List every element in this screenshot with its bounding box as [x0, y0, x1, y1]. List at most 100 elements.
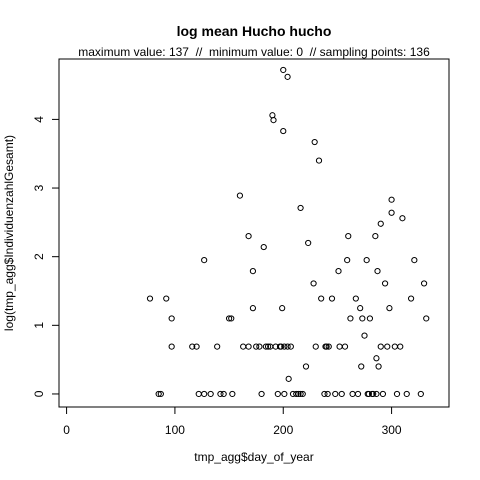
data-point	[388, 209, 395, 216]
x-tick-label: 0	[63, 423, 70, 437]
data-point	[195, 390, 202, 398]
x-axis: 0 100 200 300	[63, 406, 402, 437]
y-tick-label: 2	[32, 253, 46, 260]
data-point	[366, 315, 374, 322]
data-point	[228, 315, 235, 322]
data-point	[260, 243, 267, 251]
data-point	[279, 305, 286, 312]
data-point	[420, 280, 428, 287]
data-point	[321, 390, 328, 398]
data-point	[214, 343, 221, 350]
data-point	[345, 232, 352, 240]
data-point	[280, 127, 287, 135]
data-points	[146, 66, 430, 398]
data-point	[274, 390, 281, 398]
data-point	[280, 66, 287, 74]
data-point	[311, 138, 318, 146]
data-point	[155, 390, 162, 398]
data-point	[328, 295, 336, 302]
chart-subtitle: maximum value: 137 // minimum value: 0 /…	[78, 45, 430, 59]
data-point	[262, 343, 270, 350]
data-point	[423, 315, 430, 322]
data-point	[189, 343, 196, 350]
data-point	[157, 390, 164, 398]
data-point	[403, 390, 410, 398]
chart-title: log mean Hucho hucho	[177, 23, 332, 39]
y-tick-label: 1	[32, 322, 46, 329]
data-point	[240, 343, 247, 350]
data-point	[305, 239, 312, 247]
data-point	[344, 257, 351, 264]
data-point	[407, 295, 415, 302]
data-point	[264, 343, 272, 350]
data-point	[338, 390, 345, 398]
data-point	[281, 343, 288, 350]
data-point	[336, 343, 343, 350]
data-point	[373, 355, 380, 362]
data-point	[361, 332, 368, 339]
data-point	[386, 305, 393, 312]
data-point	[285, 375, 292, 382]
data-point	[253, 343, 260, 350]
data-point	[363, 257, 370, 264]
data-point	[284, 73, 291, 80]
data-point	[310, 280, 317, 287]
data-point	[347, 315, 354, 322]
y-tick-label: 0	[32, 390, 46, 397]
y-tick-label: 4	[32, 116, 46, 123]
data-point	[372, 232, 379, 240]
data-point	[236, 192, 244, 199]
data-point	[287, 343, 294, 350]
data-point	[217, 390, 224, 398]
data-point	[146, 295, 154, 302]
data-point	[315, 157, 323, 164]
data-point	[377, 220, 384, 227]
data-point	[256, 343, 263, 350]
data-point	[377, 343, 384, 350]
data-point	[393, 390, 401, 398]
data-point	[284, 343, 291, 350]
data-point	[417, 390, 424, 398]
data-point	[225, 315, 233, 322]
data-point	[163, 295, 170, 302]
data-point	[384, 343, 391, 350]
y-tick-label: 3	[32, 184, 46, 191]
data-point	[358, 363, 365, 370]
data-point	[352, 295, 359, 302]
data-point	[411, 257, 418, 264]
data-point	[397, 343, 404, 350]
data-point	[249, 267, 257, 275]
data-point	[302, 363, 310, 370]
data-point	[297, 390, 304, 398]
data-point	[391, 343, 398, 350]
data-point	[359, 315, 366, 322]
data-point	[245, 232, 252, 240]
data-point	[379, 390, 387, 398]
data-point	[201, 390, 208, 398]
data-point	[325, 343, 332, 350]
data-point	[201, 257, 208, 264]
data-point	[220, 390, 227, 398]
data-point	[335, 267, 342, 275]
data-point	[332, 390, 339, 398]
data-point	[365, 390, 372, 398]
data-point	[323, 343, 330, 350]
data-point	[370, 390, 377, 398]
data-point	[388, 196, 395, 203]
data-point	[312, 343, 319, 350]
data-point	[193, 343, 200, 350]
data-point	[324, 390, 331, 398]
data-point	[277, 343, 285, 350]
data-point	[341, 343, 349, 350]
x-tick-label: 300	[382, 423, 402, 437]
data-point	[297, 204, 304, 212]
data-point	[374, 267, 381, 275]
data-point	[349, 390, 356, 398]
data-point	[399, 215, 406, 222]
data-point	[270, 116, 277, 124]
data-point	[281, 390, 288, 398]
data-point	[375, 363, 382, 370]
data-point	[373, 390, 380, 398]
data-point	[381, 280, 389, 287]
